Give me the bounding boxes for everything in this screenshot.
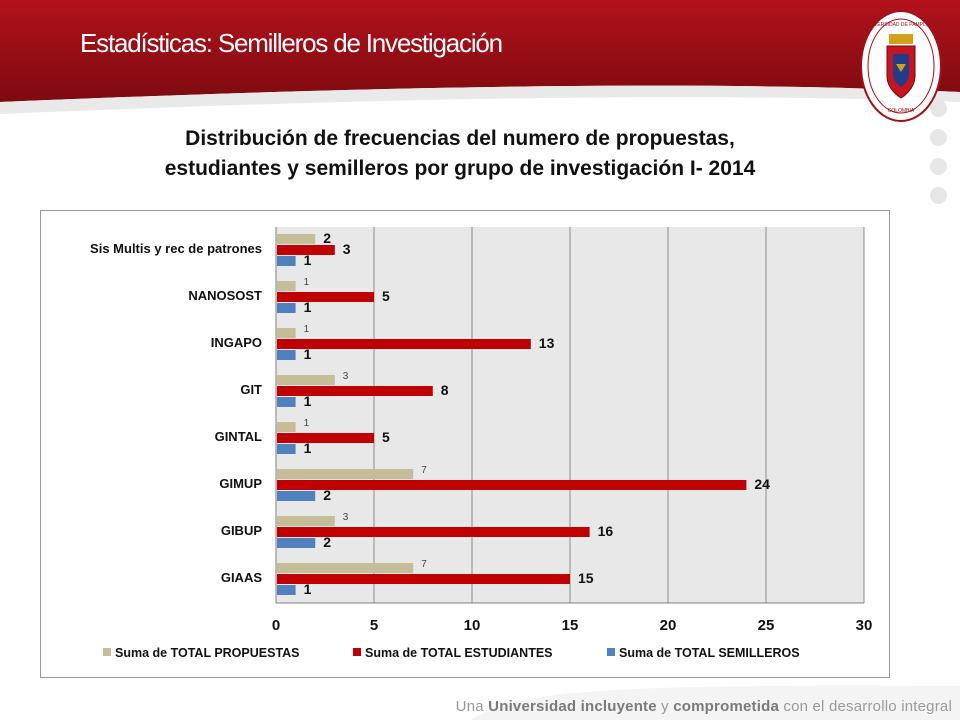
bar-propuestas — [277, 422, 296, 432]
dot-3 — [930, 158, 947, 175]
legend-swatch — [607, 648, 615, 656]
footer-band — [470, 685, 960, 720]
legend-label: Suma de TOTAL PROPUESTAS — [115, 646, 300, 660]
footer-text-5: con el desarrollo integral — [779, 698, 952, 715]
chart-heading-line-1: Distribución de frecuencias del numero d… — [185, 127, 735, 150]
footer-tagline: Una Universidad incluyente y comprometid… — [456, 698, 952, 715]
legend-swatch — [103, 648, 111, 656]
data-label: 5 — [382, 288, 390, 304]
x-tick-label: 30 — [856, 617, 873, 634]
data-label: 13 — [539, 335, 555, 351]
legend-label: Suma de TOTAL ESTUDIANTES — [365, 646, 553, 660]
bar-semilleros — [277, 444, 296, 454]
data-label: 7 — [421, 559, 427, 570]
bar-semilleros — [277, 538, 316, 548]
data-label: 15 — [578, 570, 594, 586]
data-label: 1 — [304, 346, 312, 362]
x-tick-label: 20 — [660, 617, 677, 634]
bar-estudiantes — [277, 292, 374, 302]
data-label: 3 — [343, 241, 351, 257]
data-label: 1 — [304, 299, 312, 315]
bar-semilleros — [277, 397, 296, 407]
logo-text-top: UNIVERSIDAD DE PAMPLONA — [865, 22, 937, 28]
legend-swatch — [353, 648, 361, 656]
category-label: INGAPO — [211, 335, 262, 350]
chart-heading-line-2: estudiantes y semilleros por grupo de in… — [164, 157, 756, 180]
x-tick-label: 15 — [562, 617, 579, 634]
bar-estudiantes — [277, 245, 335, 255]
logo-text-bottom: COLOMBIA — [888, 108, 915, 114]
data-label: 1 — [304, 418, 310, 429]
dot-2 — [930, 129, 947, 146]
university-seal-logo: UNIVERSIDAD DE PAMPLONA COLOMBIA — [860, 10, 942, 122]
data-label: 1 — [304, 581, 312, 597]
data-label: 8 — [441, 382, 449, 398]
footer-text-2: Universidad incluyente — [488, 698, 657, 715]
x-tick-label: 10 — [464, 617, 481, 634]
category-label: NANOSOST — [188, 288, 262, 303]
x-tick-label: 0 — [272, 617, 280, 634]
bar-estudiantes — [277, 574, 570, 584]
dot-1 — [930, 100, 947, 117]
category-label: GIAAS — [221, 570, 263, 585]
category-label: Sis Multis y rec de patrones — [90, 241, 262, 256]
bar-estudiantes — [277, 433, 374, 443]
bar-semilleros — [277, 585, 296, 595]
bar-propuestas — [277, 516, 335, 526]
bar-semilleros — [277, 256, 296, 266]
bar-propuestas — [277, 328, 296, 338]
footer-text-4: comprometida — [673, 698, 779, 715]
bar-estudiantes — [277, 386, 433, 396]
chart-heading: Distribución de frecuencias del numero d… — [60, 124, 860, 184]
data-label: 3 — [343, 512, 349, 523]
decorative-dots — [930, 100, 947, 216]
x-tick-label: 5 — [370, 617, 378, 634]
bar-propuestas — [277, 375, 335, 385]
category-label: GIMUP — [219, 476, 262, 491]
data-label: 1 — [304, 324, 310, 335]
bar-propuestas — [277, 234, 316, 244]
chart-frame: 0 5 10 15 20 25 30 Sis Multis y rec de patrones… — [40, 210, 890, 678]
bar-estudiantes — [277, 527, 590, 537]
footer-text-1: Una — [455, 698, 489, 715]
header-banner — [0, 0, 960, 114]
bar-propuestas — [277, 563, 414, 573]
data-label: 1 — [304, 440, 312, 456]
category-label: GIBUP — [221, 523, 263, 538]
data-label: 3 — [343, 371, 349, 382]
data-label: 1 — [304, 277, 310, 288]
data-label: 24 — [754, 476, 770, 492]
bar-semilleros — [277, 303, 296, 313]
bar-estudiantes — [277, 339, 531, 349]
data-label: 1 — [304, 252, 312, 268]
bar-semilleros — [277, 350, 296, 360]
data-label: 7 — [421, 465, 427, 476]
data-label: 2 — [323, 534, 331, 550]
footer-text-3: y — [656, 698, 674, 715]
bar-propuestas — [277, 281, 296, 291]
bar-propuestas — [277, 469, 414, 479]
legend-label: Suma de TOTAL SEMILLEROS — [619, 646, 800, 660]
data-label: 5 — [382, 429, 390, 445]
category-label: GIT — [240, 382, 262, 397]
data-label: 2 — [323, 230, 331, 246]
bar-semilleros — [277, 491, 316, 501]
data-label: 2 — [323, 487, 331, 503]
bar-estudiantes — [277, 480, 747, 490]
x-tick-label: 25 — [758, 617, 775, 634]
dot-4 — [930, 187, 947, 204]
data-label: 1 — [304, 393, 312, 409]
category-label: GINTAL — [215, 429, 262, 444]
data-label: 16 — [598, 523, 614, 539]
slide-title: Estadísticas: Semilleros de Investigació… — [80, 28, 503, 58]
